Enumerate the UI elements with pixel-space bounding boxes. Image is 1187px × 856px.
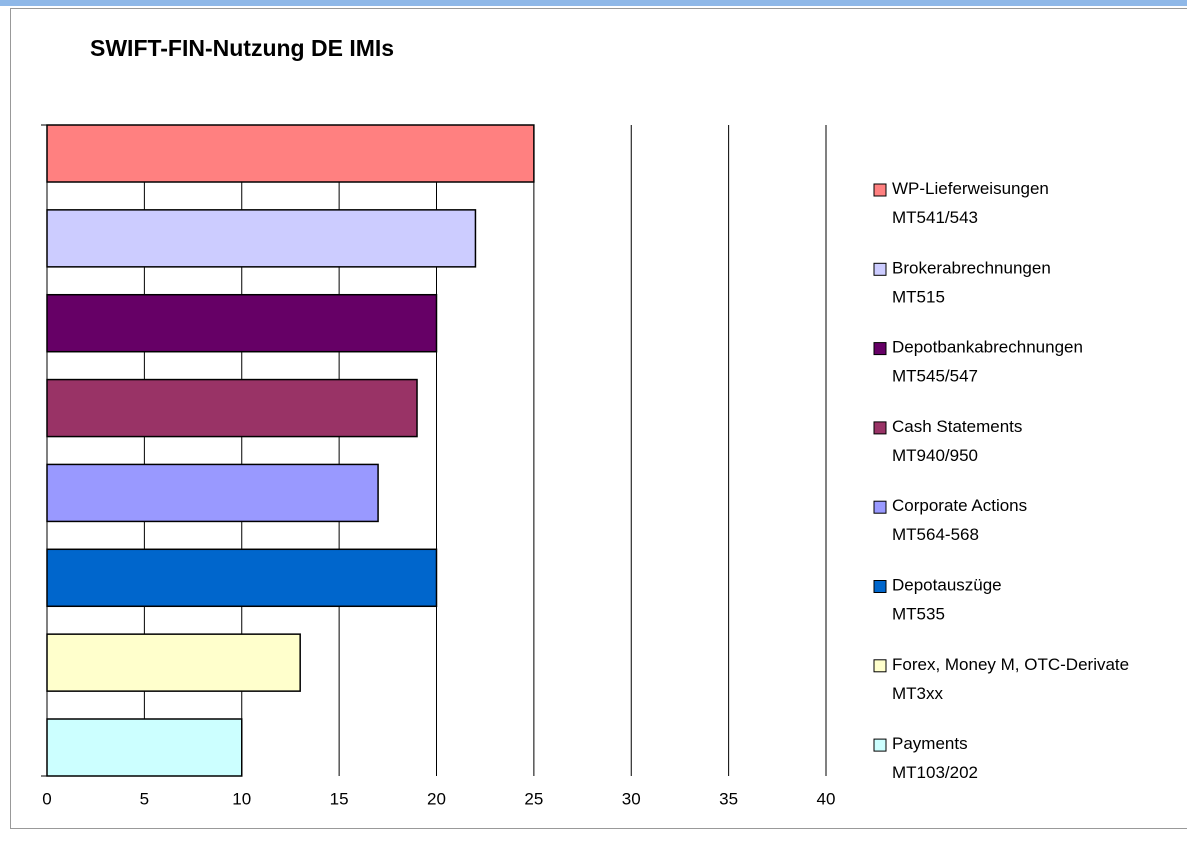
legend-swatch (873, 342, 887, 356)
legend-label: Depotauszüge MT535 (892, 576, 1006, 624)
bar (46, 463, 379, 523)
legend-swatch (873, 421, 887, 435)
bar (46, 633, 301, 692)
legend-swatch (873, 500, 887, 514)
legend-swatch (873, 580, 887, 593)
legend-label: Depotbankabrechnungen MT545/547 (892, 338, 1088, 386)
bar (46, 718, 243, 777)
legend-label: Forex, Money M, OTC-Derivate MT3xx (892, 655, 1134, 703)
legend-label: Corporate Actions MT564-568 (892, 497, 1032, 545)
bar (46, 378, 418, 438)
x-tick-label: 0 (42, 789, 51, 808)
x-tick-label: 20 (427, 789, 446, 808)
x-tick-label: 35 (719, 789, 738, 808)
top-strip (0, 0, 1187, 6)
x-tick-label: 15 (330, 789, 349, 808)
legend-swatch (873, 659, 887, 673)
bar (46, 209, 477, 268)
legend-swatch (873, 262, 887, 276)
x-tick-label: 40 (817, 789, 836, 808)
x-tick-label: 5 (140, 789, 149, 808)
bar (46, 548, 438, 608)
x-tick-label: 10 (232, 789, 251, 808)
legend-label: Cash Statements MT940/950 (892, 417, 1027, 465)
legend-swatch (873, 183, 887, 197)
x-tick-label: 30 (622, 789, 641, 808)
bar (46, 293, 438, 353)
legend-label: Payments MT103/202 (892, 735, 978, 783)
chart-title: SWIFT-FIN-Nutzung DE IMIs (90, 35, 394, 61)
x-tick-label: 25 (524, 789, 543, 808)
bar (46, 124, 535, 183)
legend-label: WP-Lieferweisungen MT541/543 (892, 179, 1054, 227)
legend-swatch (873, 738, 887, 752)
legend-label: Brokerabrechnungen MT515 (892, 259, 1056, 307)
